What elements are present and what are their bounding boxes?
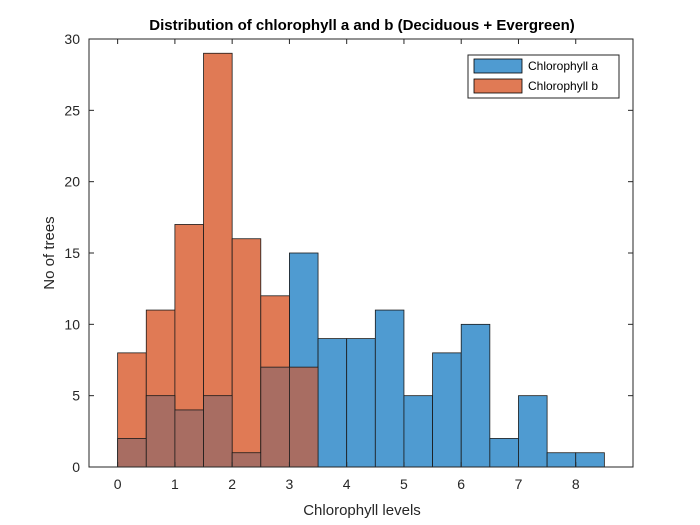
bar-chlorophyll-a	[575, 452, 605, 468]
x-tick-label: 2	[228, 476, 236, 492]
x-tick-label: 8	[572, 476, 580, 492]
bar-overlap	[145, 395, 176, 468]
y-tick-label: 10	[64, 316, 80, 332]
x-tick-label: 0	[114, 476, 122, 492]
legend-swatch-chlorophyll-b	[473, 78, 523, 94]
bar-overlap	[117, 438, 147, 468]
y-tick-label: 0	[72, 459, 80, 475]
bar-overlap	[174, 409, 204, 468]
bar-overlap	[231, 452, 262, 468]
bar-overlap	[289, 366, 319, 468]
x-tick-label: 4	[343, 476, 351, 492]
y-tick-label: 25	[64, 102, 80, 118]
bar-chlorophyll-a	[489, 438, 519, 468]
legend-swatch-chlorophyll-a	[473, 58, 523, 74]
bar-chlorophyll-a	[374, 309, 405, 468]
x-tick-label: 7	[515, 476, 523, 492]
axes-layer: 0 1 2 3 4 5 6 7 8 0 5 10 15 20 25 30	[64, 31, 633, 492]
x-axis-label: Chlorophyll levels	[303, 502, 421, 519]
legend[interactable]: Chlorophyll a Chlorophyll b	[467, 54, 620, 99]
bar-chlorophyll-a	[317, 338, 348, 468]
bar-overlap	[203, 395, 233, 468]
bar-chlorophyll-b	[231, 238, 262, 468]
y-tick-label: 5	[72, 388, 80, 404]
legend-label-chlorophyll-a: Chlorophyll a	[528, 59, 598, 73]
y-tick-label: 15	[64, 245, 80, 261]
x-tick-label: 5	[400, 476, 408, 492]
x-tick-label: 1	[171, 476, 179, 492]
bar-chlorophyll-a	[432, 352, 462, 468]
y-tick-label: 30	[64, 31, 80, 47]
bar-chlorophyll-a	[546, 452, 577, 468]
x-tick-label: 6	[457, 476, 465, 492]
bar-overlap	[260, 366, 290, 468]
legend-label-chlorophyll-b: Chlorophyll b	[528, 79, 598, 93]
chart-title: Distribution of chlorophyll a and b (Dec…	[149, 17, 574, 34]
bar-chlorophyll-a	[460, 323, 491, 468]
bar-chlorophyll-a	[346, 338, 376, 468]
y-axis-label: No of trees	[41, 216, 58, 289]
x-tick-label: 3	[286, 476, 294, 492]
y-tick-label: 20	[64, 174, 80, 190]
bars-layer	[117, 52, 605, 468]
bar-chlorophyll-a	[518, 395, 548, 468]
bar-chlorophyll-a	[403, 395, 433, 468]
